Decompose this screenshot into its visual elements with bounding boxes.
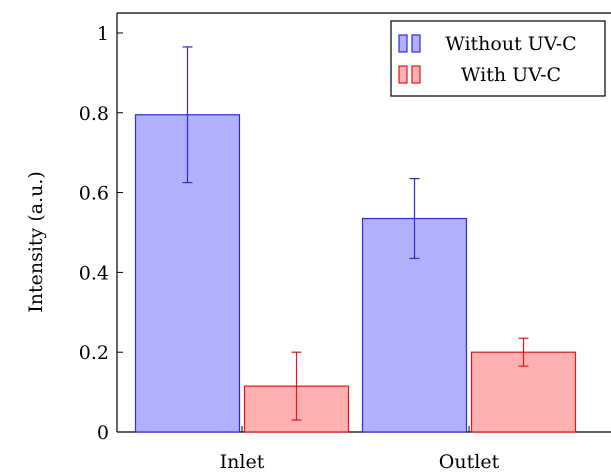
y-tick-label: 0.6 [79,183,109,205]
legend-swatch [398,65,408,84]
legend-label: With UV-C [461,64,561,86]
legend-swatch [398,34,408,53]
y-tick-label: 1 [97,23,109,45]
bars [134,114,577,433]
legend-label: Without UV-C [445,33,576,55]
y-axis-label: Intensity (a.u.) [25,171,47,313]
legend-swatch [411,65,421,84]
legend-box [390,20,606,97]
x-tick-label: Outlet [439,451,500,472]
y-axis-ticks: 0 0.2 0.4 0.6 0.8 1 [79,23,123,444]
x-tick-label: Inlet [220,451,265,472]
legend-swatch [411,34,421,53]
y-tick-label: 0.8 [79,103,109,125]
x-axis-ticks: Inlet Outlet [220,426,500,472]
y-tick-label: 0.2 [79,342,109,364]
y-tick-label: 0.4 [79,262,109,284]
legend: Without UV-C With UV-C [390,20,606,97]
y-tick-label: 0 [97,422,109,444]
error-bars [182,46,529,421]
